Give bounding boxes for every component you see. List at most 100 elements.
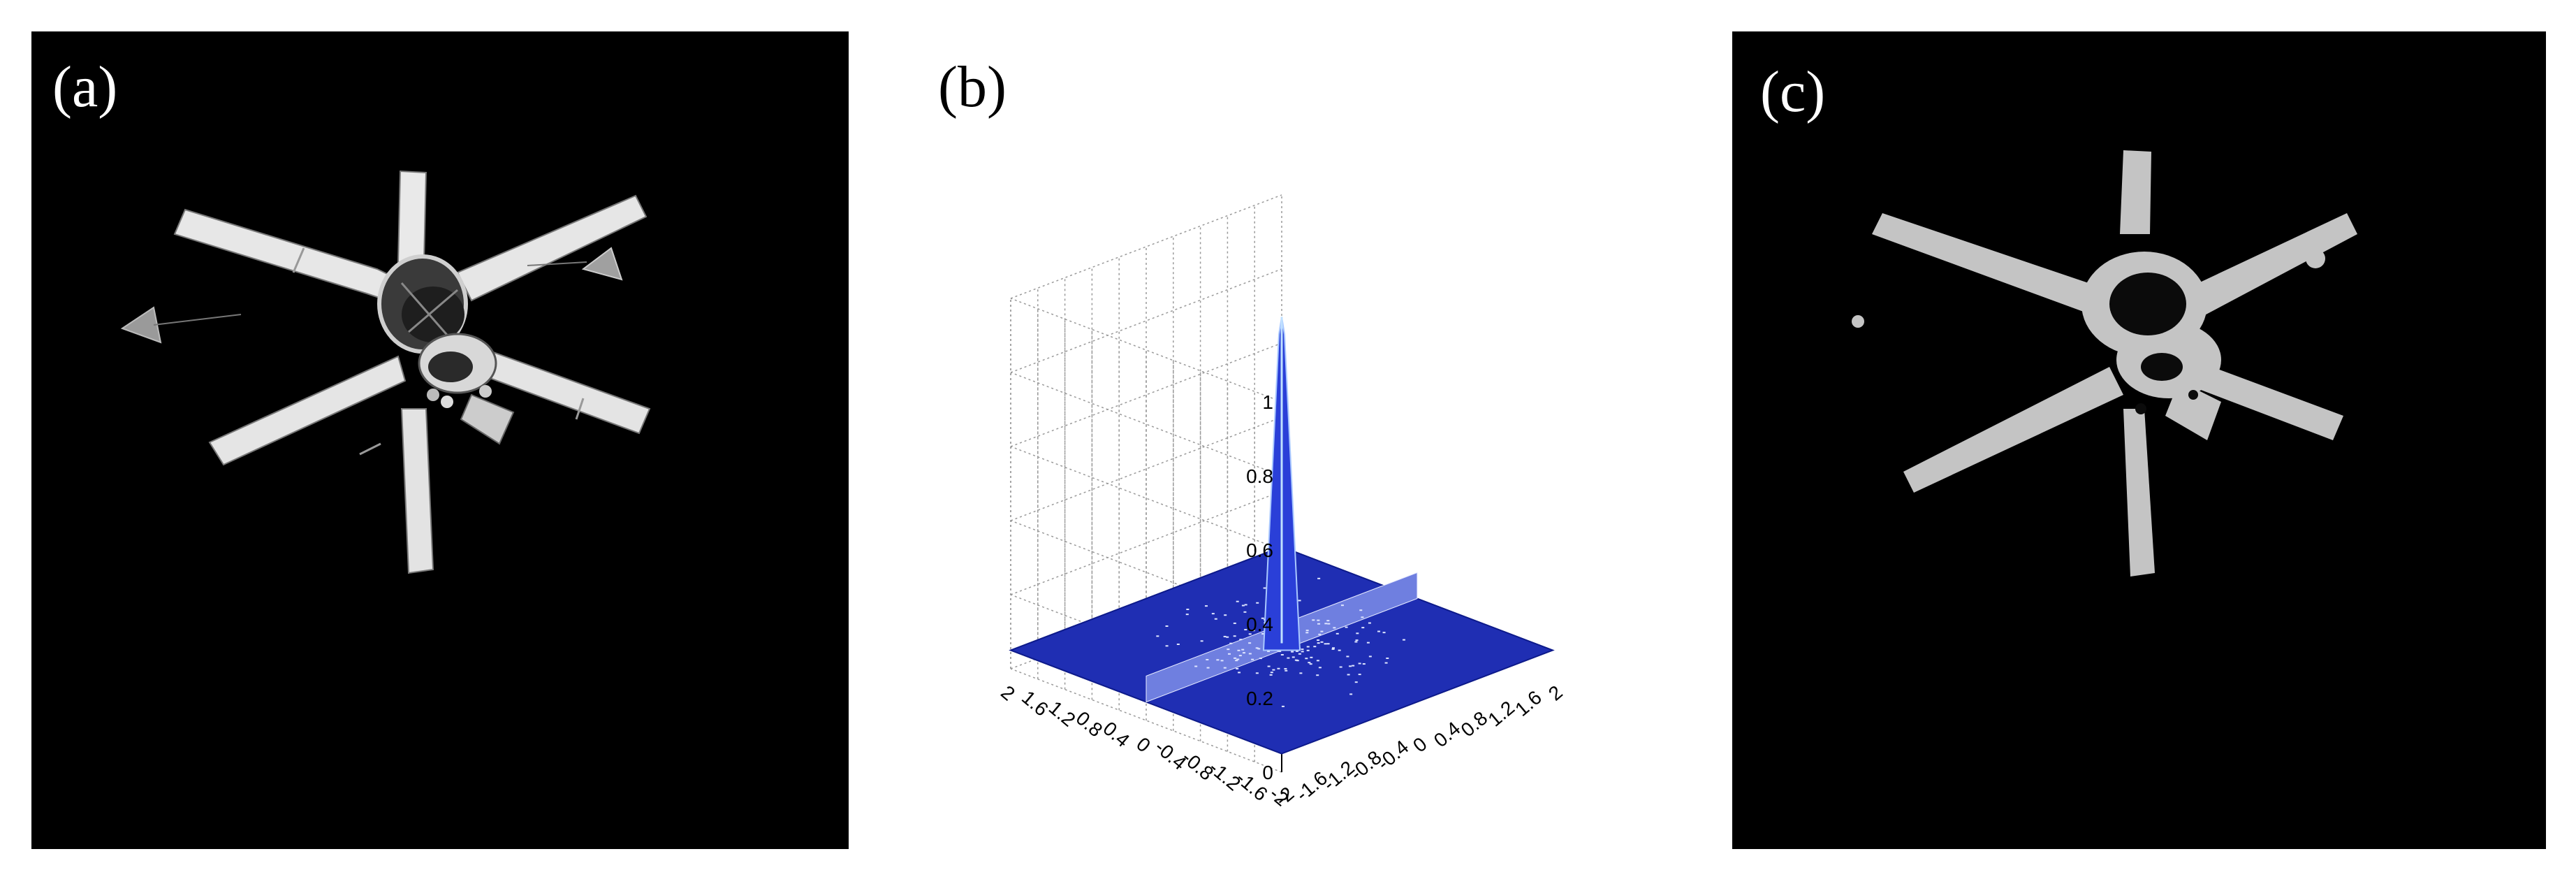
surface-speckle	[1206, 667, 1210, 669]
surface-speckle	[1200, 640, 1203, 642]
surface-speckle	[1317, 639, 1320, 642]
z-tick-label: 0.4	[1246, 614, 1273, 635]
surface-speckle	[1333, 627, 1336, 629]
surface-speckle	[1384, 662, 1388, 664]
surface-speckle	[1238, 672, 1241, 674]
surface-speckle	[1226, 636, 1229, 638]
surface-speckle	[1317, 577, 1321, 579]
surface-speckle	[1241, 604, 1245, 607]
surface-speckle	[1244, 629, 1247, 631]
surface-speckle	[1349, 693, 1353, 695]
surface-speckle	[1211, 613, 1215, 615]
segmented-shape	[1852, 150, 2357, 577]
surface-speckle	[1255, 672, 1259, 674]
surface-speckle	[1294, 659, 1298, 661]
surface-speckle	[1324, 623, 1328, 625]
surface-speckle	[1165, 645, 1169, 647]
surface-speckle	[1234, 657, 1237, 659]
surface-speckle	[1185, 614, 1189, 616]
surface-speckle	[1248, 653, 1252, 655]
surface-speckle	[1349, 665, 1352, 667]
surface-speckle	[1291, 651, 1294, 653]
surface-speckle	[1317, 642, 1320, 644]
surface-speckle	[1347, 674, 1350, 676]
surface-speckle	[1248, 633, 1252, 635]
surface-speckle	[1306, 646, 1310, 648]
surface-speckle	[1244, 604, 1247, 606]
surface-speckle	[1280, 654, 1284, 656]
panel-a-original-image: (a)	[31, 31, 849, 849]
surface-speckle	[1214, 618, 1217, 620]
surface-speckle	[1233, 622, 1236, 624]
surface-speckle	[1331, 647, 1335, 649]
panel-a-label: (a)	[52, 55, 118, 119]
surface-speckle	[1377, 630, 1381, 632]
surface-speckle	[1305, 630, 1309, 632]
surface-speckle	[1299, 672, 1303, 674]
surface-speckle	[1382, 632, 1386, 634]
surface-speckle	[1326, 620, 1330, 622]
surface-speckle	[1305, 632, 1309, 634]
surface-speckle	[1165, 625, 1169, 628]
surface-speckle	[1366, 642, 1370, 644]
surface-speckle	[1309, 663, 1312, 665]
surface-speckle	[1340, 604, 1344, 607]
panel-c-label: (c)	[1760, 59, 1826, 124]
surface-speckle	[1269, 674, 1273, 676]
x-tick-label: 2	[1544, 681, 1567, 705]
surface-speckle	[1318, 633, 1322, 635]
surface-speckle	[1261, 617, 1264, 619]
surface-speckle	[1362, 663, 1366, 665]
surface-speckle	[1206, 659, 1209, 661]
z-tick-label: 0.6	[1246, 539, 1273, 561]
surface-speckle	[1227, 653, 1231, 655]
surface-plot-svg: 00.20.40.60.81-2-1.6-1.2-0.8-0.400.40.81…	[997, 194, 1567, 811]
surface-speckle	[1326, 643, 1330, 645]
surface-speckle	[1270, 672, 1273, 674]
surface-speckle	[1223, 667, 1227, 669]
surface-speckle	[1236, 667, 1239, 669]
surface-speckle	[1298, 653, 1301, 655]
surface-speckle	[1224, 614, 1227, 616]
surface-speckle	[1358, 662, 1361, 665]
surface-speckle	[1278, 651, 1282, 653]
surface-speckle	[1256, 602, 1259, 604]
surface-speckle	[1310, 656, 1313, 658]
satellite-body	[120, 170, 651, 574]
surface-speckle	[1176, 643, 1180, 645]
surface-speckle	[1356, 632, 1359, 635]
z-tick-label: 1	[1262, 391, 1273, 413]
axis-ticks: 00.20.40.60.81-2-1.6-1.2-0.8-0.400.40.81…	[997, 391, 1567, 811]
segmented-holes	[2109, 273, 2198, 414]
surface-speckle	[1267, 665, 1271, 667]
satellite-image	[120, 170, 651, 574]
surface-speckle	[1284, 668, 1287, 670]
surface-speckle	[1251, 658, 1254, 660]
surface-speckle	[1233, 635, 1236, 637]
z-tick-label: 0.2	[1246, 688, 1273, 709]
surface-speckle	[1320, 630, 1324, 632]
surface-speckle	[1402, 639, 1405, 641]
surface-speckle	[1223, 635, 1227, 637]
surface-speckle	[1229, 642, 1233, 644]
surface-speckle	[1285, 669, 1288, 672]
surface-speckle	[1317, 623, 1321, 625]
z-tick-label: 0	[1262, 762, 1273, 783]
surface-speckle	[1259, 658, 1262, 660]
surface-speckle	[1308, 662, 1311, 664]
surface-speckle	[1320, 641, 1324, 643]
surface-speckle	[1331, 648, 1335, 650]
surface-speckle	[1236, 600, 1239, 602]
surface-speckle	[1316, 660, 1319, 662]
surface-speckle	[1339, 666, 1342, 668]
surface-speckle	[1324, 643, 1327, 645]
surface-speckle	[1261, 633, 1265, 635]
surface-speckle	[1352, 665, 1355, 667]
surface-speckle	[1295, 650, 1298, 652]
surface-speckle	[1355, 639, 1359, 642]
surface-speckle	[1338, 649, 1341, 651]
surface-speckle	[1186, 609, 1190, 611]
surface-speckle	[1272, 669, 1275, 671]
surface-speckle	[1361, 616, 1364, 618]
surface-speckle	[1281, 705, 1285, 707]
